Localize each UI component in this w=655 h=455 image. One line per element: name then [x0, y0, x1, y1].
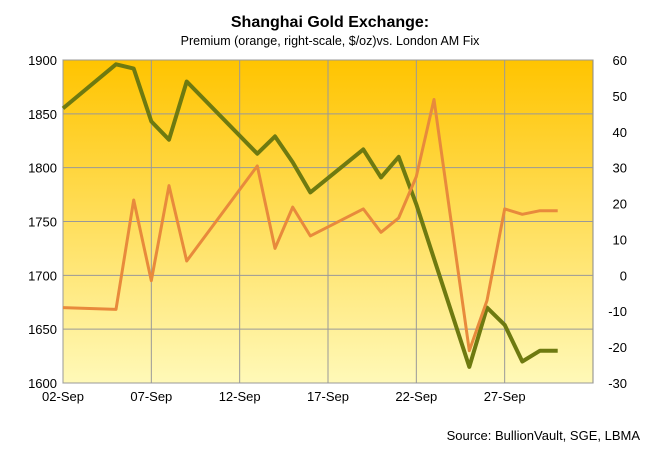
- y-right-tick: 60: [613, 53, 627, 68]
- y-right-tick: 20: [613, 197, 627, 212]
- x-tick: 22-Sep: [395, 389, 437, 404]
- x-tick: 07-Sep: [130, 389, 172, 404]
- x-tick: 27-Sep: [484, 389, 526, 404]
- gold-price-series-line: [61, 62, 558, 369]
- y-right-tick: 50: [613, 89, 627, 104]
- y-left-tick: 1900: [28, 53, 57, 68]
- y-left-tick: 1800: [28, 161, 57, 176]
- y-left-tick: 1600: [28, 376, 57, 391]
- chart-subtitle: Premium (orange, right-scale, $/oz)vs. L…: [181, 34, 480, 48]
- x-tick: 02-Sep: [42, 389, 84, 404]
- y-left-tick: 1850: [28, 107, 57, 122]
- y-right-tick: -30: [608, 376, 627, 391]
- y-right-tick: 40: [613, 125, 627, 140]
- chart-source: Source: BullionVault, SGE, LBMA: [447, 428, 641, 443]
- y-right-tick: 10: [613, 232, 627, 247]
- chart-title: Shanghai Gold Exchange:: [231, 14, 429, 31]
- y-right-tick: 30: [613, 161, 627, 176]
- x-tick: 17-Sep: [307, 389, 349, 404]
- left-axis-ticks: 1600 1650 1700 1750 1800 1850 1900: [28, 53, 57, 391]
- series-lines: [61, 62, 558, 369]
- x-axis-ticks: 02-Sep 07-Sep 12-Sep 17-Sep 22-Sep 27-Se…: [42, 389, 526, 404]
- y-right-tick: -20: [608, 340, 627, 355]
- y-right-tick: 0: [620, 268, 627, 283]
- y-right-tick: -10: [608, 304, 627, 319]
- right-axis-ticks: -30 -20 -10 0 10 20 30 40 50 60: [608, 53, 627, 391]
- grid: [62, 59, 593, 384]
- premium-series-line: [62, 98, 558, 353]
- y-left-tick: 1750: [28, 215, 57, 230]
- y-left-tick: 1650: [28, 322, 57, 337]
- x-tick: 12-Sep: [219, 389, 261, 404]
- y-left-tick: 1700: [28, 268, 57, 283]
